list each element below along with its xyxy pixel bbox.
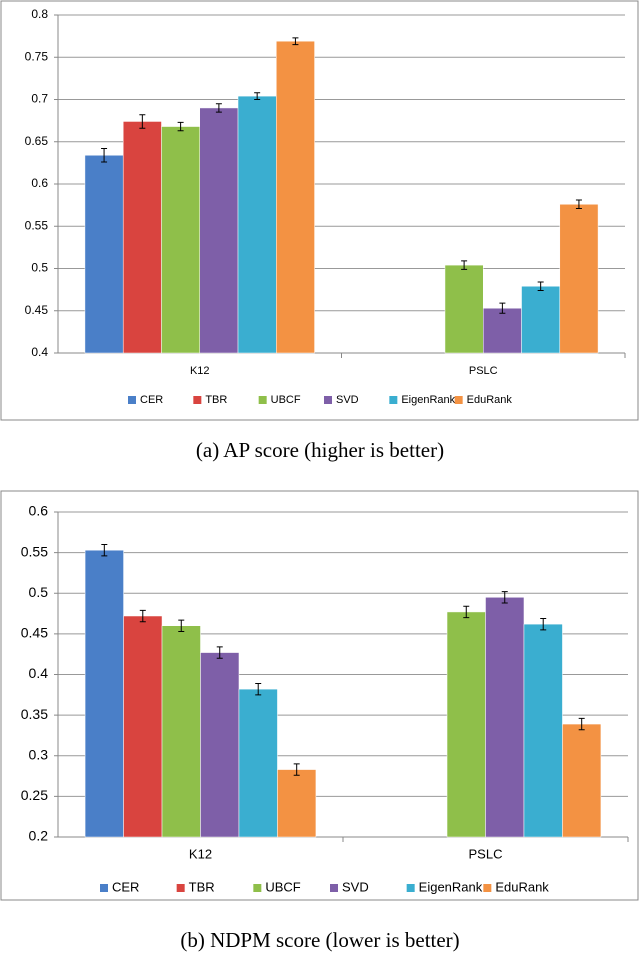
legend-swatch — [176, 884, 185, 892]
legend-label: UBCF — [271, 394, 301, 406]
y-tick-label: 0.55 — [25, 218, 49, 232]
bar — [521, 285, 561, 354]
y-tick-label: 0.6 — [31, 176, 48, 190]
error-bar — [101, 544, 108, 557]
y-tick-label: 0.75 — [25, 49, 49, 63]
error-bar — [139, 609, 146, 623]
bar — [446, 611, 486, 838]
legend-swatch — [258, 396, 267, 404]
bar — [523, 623, 563, 838]
bar — [200, 652, 240, 838]
legend-label: EigenRank — [419, 879, 483, 894]
y-tick-label: 0.45 — [25, 303, 49, 317]
error-bar — [461, 260, 468, 270]
error-bar — [216, 646, 223, 659]
x-tick-label: K12 — [190, 365, 210, 377]
y-tick-label: 0.65 — [25, 134, 49, 148]
legend-label: SVD — [342, 879, 369, 894]
y-tick-label: 0.4 — [29, 665, 49, 681]
bar — [444, 264, 484, 354]
y-tick-label: 0.8 — [31, 7, 48, 21]
y-tick-label: 0.2 — [29, 828, 49, 844]
legend-swatch — [253, 884, 262, 892]
bar — [122, 121, 162, 354]
x-tick-label: K12 — [189, 846, 212, 861]
y-tick-label: 0.25 — [21, 787, 48, 803]
caption: (b) NDPM score (lower is better) — [180, 928, 459, 952]
bar — [123, 615, 163, 838]
legend-swatch — [324, 396, 332, 404]
error-bar — [139, 114, 146, 129]
bar — [199, 107, 239, 354]
error-bar — [499, 302, 506, 314]
error-bar — [293, 763, 300, 776]
legend-label: TBR — [189, 879, 215, 894]
legend-swatch — [100, 884, 108, 892]
legend-label: CER — [140, 394, 163, 406]
error-bar — [177, 121, 184, 132]
y-tick-label: 0.35 — [21, 706, 48, 722]
bar — [276, 40, 315, 354]
error-bar — [178, 619, 185, 632]
y-tick-label: 0.6 — [29, 503, 49, 519]
chart-frame — [0, 490, 639, 901]
error-bar — [501, 591, 508, 604]
legend-label: SVD — [336, 394, 359, 406]
legend-swatch — [330, 884, 338, 892]
legend-label: CER — [112, 879, 139, 894]
caption: (a) AP score (higher is better) — [196, 438, 444, 462]
error-bar — [215, 103, 222, 113]
legend-swatch — [128, 396, 136, 404]
y-tick-label: 0.55 — [21, 543, 48, 559]
error-bar — [540, 617, 547, 631]
bar — [161, 625, 201, 838]
x-tick-label: PSLC — [469, 846, 503, 861]
y-tick-label: 0.5 — [29, 584, 49, 600]
error-bar — [578, 717, 585, 731]
legend-swatch — [193, 396, 202, 404]
bar — [562, 723, 602, 838]
bar — [84, 549, 124, 838]
error-bar — [463, 605, 470, 619]
bar — [161, 126, 200, 354]
error-bar — [292, 37, 299, 46]
y-tick-label: 0.4 — [31, 345, 48, 359]
legend-label: EduRank — [467, 394, 513, 406]
legend-label: EduRank — [495, 879, 549, 894]
error-bar — [575, 199, 582, 210]
error-bar — [255, 682, 262, 696]
error-bar — [101, 148, 108, 163]
bar — [84, 155, 124, 354]
bar — [238, 688, 278, 838]
error-bar — [254, 92, 261, 100]
legend-swatch — [483, 884, 492, 892]
legend-label: TBR — [205, 394, 227, 406]
legend-swatch — [389, 396, 398, 404]
bar — [483, 307, 522, 354]
legend-swatch — [454, 396, 463, 404]
chart-frame — [0, 0, 639, 421]
bar — [277, 769, 317, 838]
x-tick-label: PSLC — [469, 365, 498, 377]
y-tick-label: 0.3 — [29, 746, 49, 762]
legend-label: EigenRank — [401, 394, 455, 406]
bar — [559, 204, 599, 354]
error-bar — [537, 281, 544, 291]
y-tick-label: 0.5 — [31, 261, 48, 275]
bar — [485, 597, 525, 838]
bar — [237, 95, 277, 354]
y-tick-label: 0.7 — [31, 92, 48, 106]
legend-label: UBCF — [265, 879, 300, 894]
y-tick-label: 0.45 — [21, 625, 48, 641]
legend-swatch — [406, 884, 415, 892]
